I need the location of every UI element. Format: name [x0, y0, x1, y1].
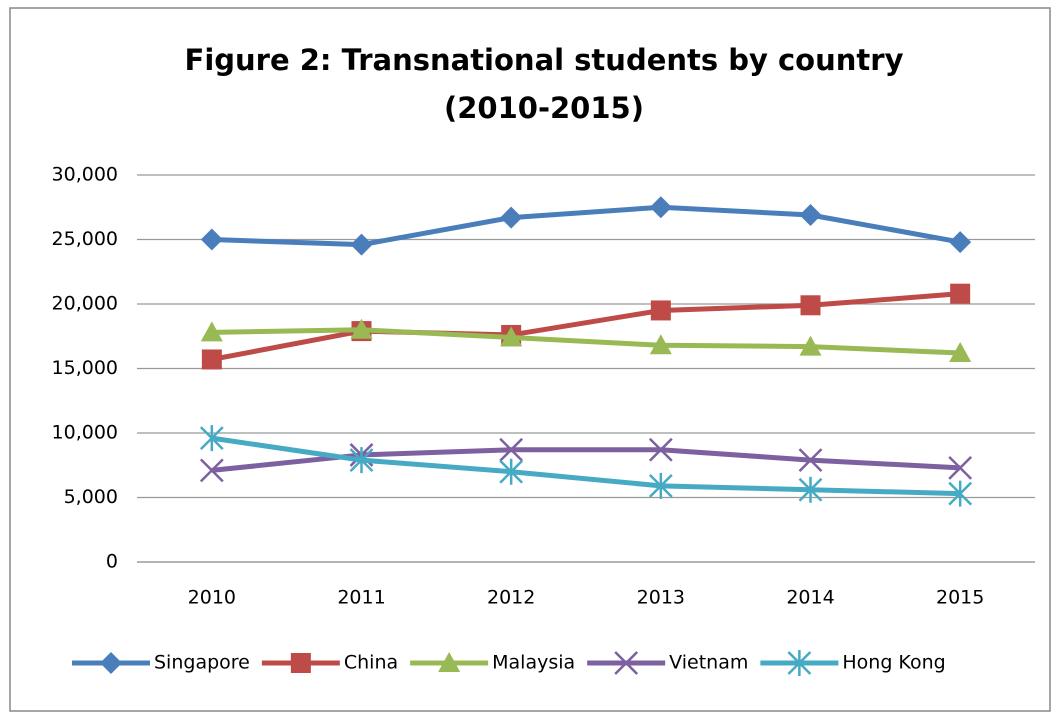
y-tick-label: 30,000: [52, 164, 118, 186]
data-point: [948, 480, 973, 507]
data-point: [649, 196, 672, 219]
y-tick-label: 0: [106, 551, 118, 573]
x-tick-label: 2012: [487, 587, 535, 609]
x-tick-label: 2013: [637, 587, 685, 609]
data-point: [350, 233, 373, 256]
data-point: [349, 447, 374, 474]
data-point: [798, 476, 823, 503]
data-point: [500, 326, 523, 347]
data-point: [350, 318, 373, 339]
y-tick-label: 5,000: [64, 486, 118, 508]
legend-label: Malaysia: [492, 652, 575, 674]
x-tick-label: 2010: [188, 587, 236, 609]
legend-label: Singapore: [154, 652, 250, 674]
legend-marker: [100, 652, 122, 674]
data-point: [799, 203, 822, 226]
data-point: [650, 300, 671, 321]
legend-marker: [614, 651, 639, 675]
data-point: [950, 283, 971, 304]
y-tick-label: 10,000: [52, 422, 118, 444]
data-point: [949, 231, 972, 254]
x-tick-label: 2015: [936, 587, 984, 609]
data-point: [648, 472, 673, 499]
y-tick-label: 15,000: [52, 357, 118, 379]
data-point: [200, 321, 223, 342]
data-point: [499, 458, 524, 485]
series-line: [211, 435, 961, 497]
legend-label: Vietnam: [669, 652, 748, 674]
chart-frame: [9, 7, 1051, 712]
series-line: [211, 291, 961, 362]
legend-marker: [787, 650, 812, 676]
series-line: [211, 204, 961, 248]
x-tick-label: 2014: [786, 587, 834, 609]
data-point: [649, 334, 672, 355]
data-point: [201, 349, 222, 370]
legend-marker: [438, 652, 461, 672]
chart-title: (2010-2015): [444, 91, 644, 125]
data-point: [800, 295, 821, 316]
data-point: [798, 448, 823, 472]
x-tick-label: 2011: [337, 587, 385, 609]
data-point: [499, 437, 524, 462]
y-tick-label: 25,000: [52, 228, 118, 250]
data-point: [200, 228, 223, 251]
data-point: [949, 342, 972, 363]
data-point: [799, 335, 822, 356]
data-point: [948, 455, 973, 480]
data-point: [648, 437, 673, 462]
chart-title: Figure 2: Transnational students by coun…: [185, 43, 904, 77]
data-point: [500, 206, 523, 229]
legend-label: Hong Kong: [842, 652, 945, 674]
legend-marker: [290, 653, 311, 673]
series-line: [211, 327, 961, 356]
data-point: [199, 425, 224, 452]
data-point: [199, 458, 224, 483]
y-tick-label: 20,000: [52, 293, 118, 315]
legend-label: China: [344, 652, 398, 674]
